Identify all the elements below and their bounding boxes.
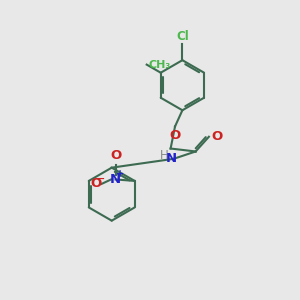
Text: O: O: [211, 130, 222, 143]
Text: +: +: [116, 169, 124, 179]
Text: N: N: [110, 173, 121, 186]
Text: O: O: [90, 177, 101, 190]
Text: CH₃: CH₃: [149, 60, 171, 70]
Text: H: H: [160, 149, 169, 162]
Text: O: O: [169, 129, 181, 142]
Text: −: −: [96, 174, 106, 184]
Text: N: N: [166, 152, 177, 165]
Text: O: O: [110, 149, 121, 162]
Text: Cl: Cl: [176, 30, 189, 43]
